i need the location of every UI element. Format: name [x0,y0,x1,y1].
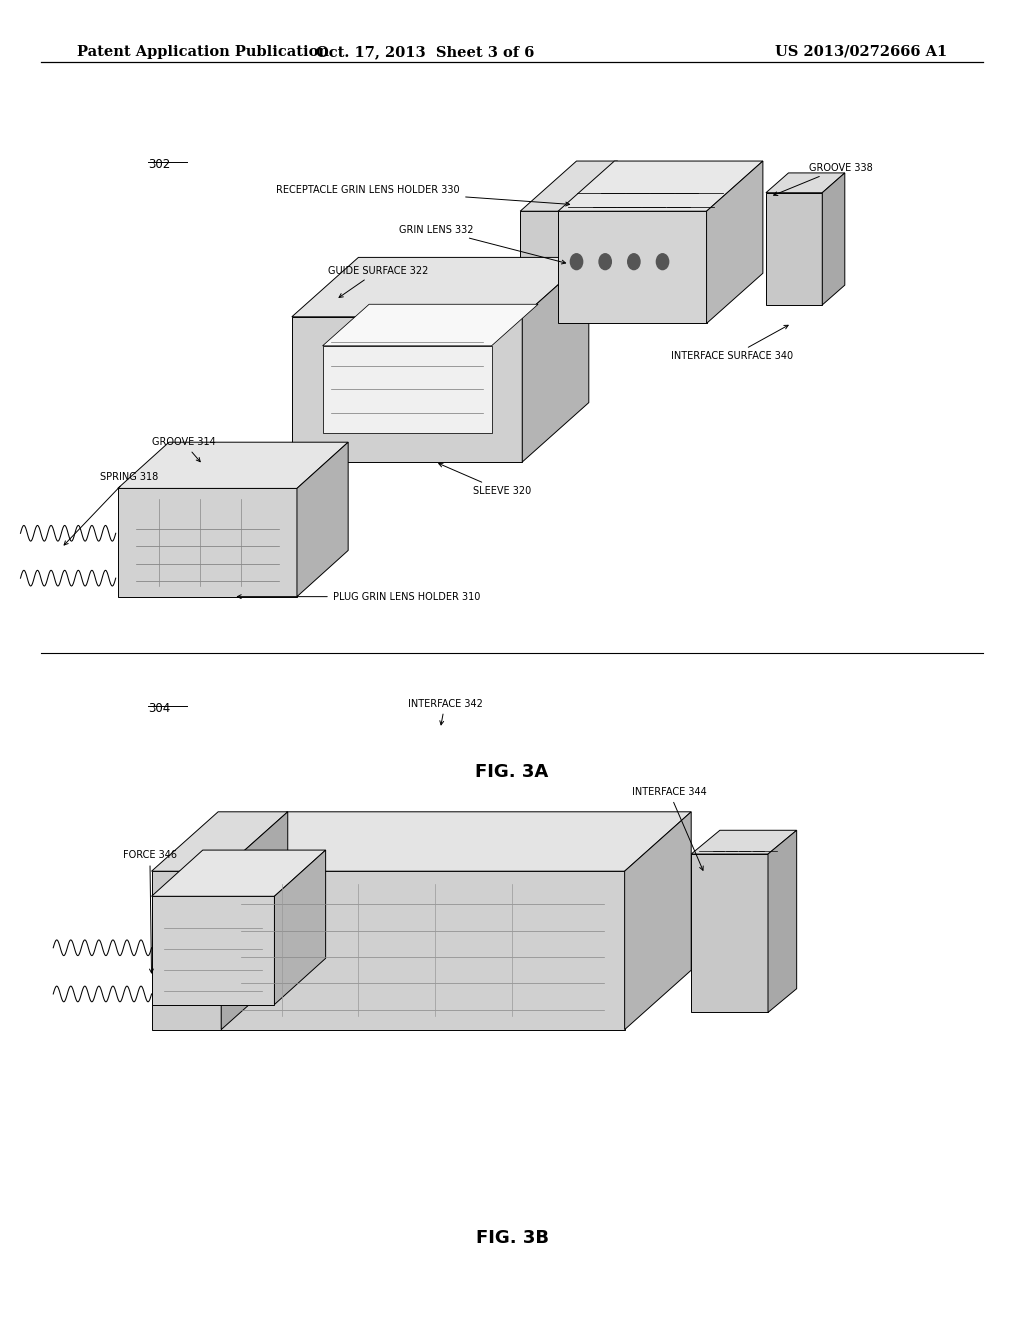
Text: GUIDE SURFACE 322: GUIDE SURFACE 322 [328,265,428,297]
Polygon shape [768,830,797,1012]
Text: Oct. 17, 2013  Sheet 3 of 6: Oct. 17, 2013 Sheet 3 of 6 [315,45,535,59]
Circle shape [599,253,611,269]
Polygon shape [292,317,522,462]
Polygon shape [625,812,691,1030]
Polygon shape [766,193,822,305]
Polygon shape [520,161,617,211]
Text: FORCE 346: FORCE 346 [123,850,177,973]
Polygon shape [691,854,768,1012]
Text: Patent Application Publication: Patent Application Publication [77,45,329,59]
Polygon shape [152,896,274,1005]
Polygon shape [822,173,845,305]
Text: GROOVE 314: GROOVE 314 [152,437,215,462]
Text: 304: 304 [148,702,171,715]
Polygon shape [520,211,561,323]
Polygon shape [561,161,617,323]
Text: INTERFACE 342: INTERFACE 342 [408,698,482,725]
Text: GROOVE 338: GROOVE 338 [773,162,872,195]
Polygon shape [220,812,691,871]
Polygon shape [220,871,625,1030]
Text: PLUG GRIN LENS HOLDER 310: PLUG GRIN LENS HOLDER 310 [238,591,480,602]
Polygon shape [152,850,326,896]
Polygon shape [292,257,589,317]
Text: RECEPTACLE GRIN LENS HOLDER 330: RECEPTACLE GRIN LENS HOLDER 330 [276,185,569,206]
Text: INTERFACE SURFACE 340: INTERFACE SURFACE 340 [671,325,793,362]
Polygon shape [558,161,763,211]
Polygon shape [323,305,539,346]
Polygon shape [118,442,348,488]
Text: INTERFACE 344: INTERFACE 344 [632,787,707,870]
Text: FIG. 3B: FIG. 3B [475,1229,549,1247]
Polygon shape [691,830,797,854]
Polygon shape [297,442,348,597]
Polygon shape [118,488,297,597]
Circle shape [570,253,583,269]
Text: GRIN LENS 332: GRIN LENS 332 [399,224,565,264]
Text: FIG. 3A: FIG. 3A [475,763,549,781]
Polygon shape [274,850,326,1005]
Circle shape [628,253,640,269]
Text: SPRING 318: SPRING 318 [65,471,159,545]
Polygon shape [522,257,589,462]
Polygon shape [152,812,288,871]
Text: 302: 302 [148,158,171,172]
Text: SLEEVE 320: SLEEVE 320 [438,463,531,496]
Polygon shape [323,346,492,433]
Polygon shape [707,161,763,323]
Circle shape [656,253,669,269]
Polygon shape [152,871,221,1030]
Polygon shape [221,812,288,1030]
Text: US 2013/0272666 A1: US 2013/0272666 A1 [775,45,947,59]
Polygon shape [558,211,707,323]
Polygon shape [766,173,845,193]
